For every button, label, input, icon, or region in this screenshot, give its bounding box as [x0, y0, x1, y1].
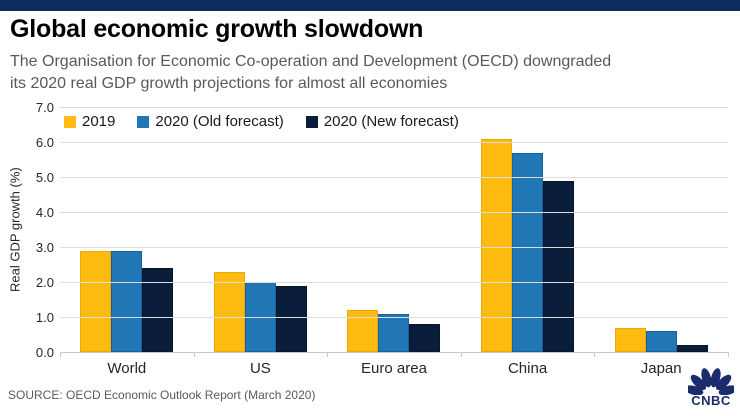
bar-china-2019	[481, 138, 513, 352]
bar-japan-2019	[614, 327, 646, 352]
bar-euro-area-2020-old-forecast	[378, 313, 410, 352]
y-axis-tick-labels: 0.0 1.0 2.0 3.0 4.0 5.0 6.0 7.0	[0, 101, 54, 359]
bar-japan-2020-old-forecast	[645, 331, 677, 352]
bar-euro-area-2020-new-forecast	[409, 324, 441, 352]
bar-world-2019	[80, 250, 112, 352]
page-title: Global economic growth slowdown	[10, 15, 424, 43]
legend-item-2019: 2019	[64, 113, 115, 130]
legend-item-2020-old-forecast: 2020 (Old forecast)	[137, 113, 284, 130]
x-axis-tick	[728, 352, 729, 357]
x-axis-tick	[193, 352, 195, 357]
y-tick-label-5: 5.0	[35, 170, 54, 185]
y-tick-label-1: 1.0	[35, 310, 54, 325]
cnbc-peacock-icon	[688, 368, 734, 395]
chart-legend: 2019 2020 (Old forecast) 2020 (New forecas…	[64, 113, 459, 130]
brand-top-bar	[0, 0, 740, 11]
x-axis-label-japan: Japan	[640, 360, 682, 377]
legend-swatch-icon	[137, 115, 150, 128]
x-axis-tick	[327, 352, 329, 357]
x-axis-tick	[594, 352, 596, 357]
legend-swatch-icon	[305, 115, 318, 128]
x-axis-label-china: China	[507, 360, 548, 377]
gridline-y-2	[60, 282, 728, 283]
bar-world-2020-old-forecast	[111, 250, 143, 352]
bar-japan-2020-new-forecast	[676, 345, 708, 352]
cnbc-logo-text: CNBC	[691, 393, 731, 408]
gridline-y-3	[60, 247, 728, 248]
plot-area: 2019 2020 (Old forecast) 2020 (New forecas…	[60, 107, 729, 357]
bar-us-2019	[213, 271, 245, 352]
bar-group-us	[194, 107, 328, 352]
x-axis-labels: World US Euro area China Japan	[60, 360, 728, 377]
legend-swatch-icon	[64, 115, 76, 128]
bar-group-japan	[594, 107, 728, 352]
bar-groups	[60, 107, 728, 352]
gridline-y-7	[60, 107, 728, 108]
x-axis-tick	[460, 352, 462, 357]
y-tick-label-3: 3.0	[35, 240, 54, 255]
bar-china-2020-new-forecast	[543, 180, 575, 352]
legend-label: 2020 (New forecast)	[323, 113, 459, 130]
x-axis-tick	[60, 352, 61, 357]
x-axis-label-us: US	[249, 360, 271, 377]
y-tick-label-4: 4.0	[35, 205, 54, 220]
x-axis-label-euro-area: Euro area	[361, 360, 427, 377]
y-tick-label-2: 2.0	[35, 275, 54, 290]
legend-item-2020-new-forecast: 2020 (New forecast)	[305, 113, 459, 130]
bar-china-2020-old-forecast	[512, 152, 544, 352]
chart-subtitle: The Organisation for Economic Co-operati…	[10, 51, 611, 95]
gridline-y-1	[60, 317, 728, 318]
y-tick-label-7: 7.0	[35, 100, 54, 115]
y-tick-label-6: 6.0	[35, 135, 54, 150]
legend-label: 2019	[82, 113, 116, 130]
gridline-y-4	[60, 212, 728, 213]
legend-label: 2020 (Old forecast)	[155, 113, 284, 130]
y-tick-label-0: 0.0	[35, 345, 54, 360]
bar-group-world	[60, 107, 194, 352]
gridline-y-6	[60, 142, 728, 143]
subtitle-line-1: The Organisation for Economic Co-operati…	[10, 53, 612, 70]
subtitle-line-2: its 2020 real GDP growth projections for…	[10, 75, 448, 92]
cnbc-logo: CNBC	[686, 362, 736, 407]
bar-world-2020-new-forecast	[142, 268, 174, 352]
bar-group-china	[461, 107, 595, 352]
gridline-y-5	[60, 177, 728, 178]
bar-group-euro-area	[327, 107, 461, 352]
x-axis-label-world: World	[107, 360, 147, 377]
source-note: SOURCE: OECD Economic Outlook Report (Ma…	[8, 388, 316, 402]
bar-us-2020-new-forecast	[275, 285, 307, 352]
